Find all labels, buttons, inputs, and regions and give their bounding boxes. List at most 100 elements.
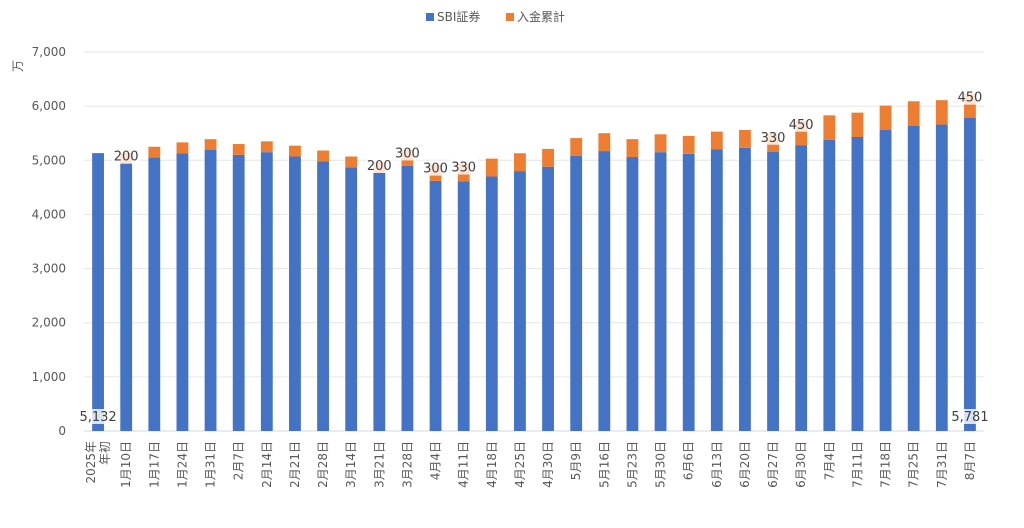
bar-sbi [542, 166, 554, 432]
bar-deposit [598, 133, 611, 152]
x-tick-label: 3月14日 [344, 441, 358, 488]
data-label-bg [365, 157, 394, 173]
legend-swatch [426, 13, 434, 21]
legend-swatch [506, 13, 514, 21]
x-tick-label: 年初 [98, 441, 112, 465]
x-tick-label: 5月30日 [654, 441, 668, 488]
bar-sbi [485, 176, 498, 431]
x-tick-label: 2月14日 [260, 441, 274, 488]
bar-sbi [626, 157, 639, 431]
bar-sbi [289, 156, 301, 431]
x-tick-label: 8月7日 [963, 441, 977, 480]
data-label-bg [421, 160, 450, 176]
x-tick-label: 3月28日 [400, 441, 414, 488]
bar-deposit [710, 131, 723, 150]
y-axis-label: 万 [11, 60, 25, 72]
y-tick-label: 5,000 [32, 153, 66, 167]
y-tick-label: 0 [58, 424, 66, 438]
bar-sbi [345, 167, 358, 431]
bar-deposit [514, 153, 526, 172]
bar-sbi [120, 163, 133, 431]
data-label: 5,132 [79, 410, 116, 425]
x-tick-label: 5月9日 [569, 441, 583, 480]
data-label: 200 [114, 150, 139, 165]
bar-sbi [682, 153, 695, 431]
bar-sbi [598, 151, 611, 431]
data-label: 330 [761, 131, 786, 146]
bar-deposit [739, 129, 751, 148]
bar-deposit [626, 139, 639, 158]
data-label: 330 [451, 161, 476, 176]
data-label-bg [787, 116, 816, 132]
bar-sbi [710, 149, 723, 431]
y-tick-label: 6,000 [32, 99, 66, 113]
bar-deposit [289, 145, 301, 157]
bar-deposit [879, 105, 892, 130]
data-label: 300 [423, 162, 448, 177]
x-tick-label: 2月21日 [288, 441, 302, 488]
data-label-bg [112, 148, 141, 164]
bar-deposit [935, 100, 948, 125]
bar-deposit [485, 158, 498, 177]
y-tick-label: 7,000 [32, 45, 66, 59]
data-label-bg [759, 129, 788, 145]
bar-sbi [654, 152, 667, 431]
bar-deposit [795, 120, 808, 146]
bar-sbi [823, 139, 836, 431]
bar-sbi [401, 165, 414, 431]
x-tick-label: 1月24日 [175, 441, 189, 488]
bar-sbi [964, 118, 976, 431]
x-tick-label: 7月4日 [822, 441, 836, 480]
x-tick-label: 4月18日 [485, 441, 499, 488]
bar-deposit [570, 138, 583, 156]
x-tick-label: 2025年 [84, 441, 98, 484]
bar-sbi [795, 145, 808, 431]
x-tick-label: 1月17日 [147, 441, 161, 488]
y-tick-label: 2,000 [32, 316, 66, 330]
x-tick-label: 4月11日 [457, 441, 471, 488]
bar-sbi [429, 180, 442, 431]
legend-entry: SBI証券 [437, 9, 480, 24]
bar-sbi [176, 153, 189, 432]
x-tick-label: 6月6日 [682, 441, 696, 480]
x-tick-label: 6月30日 [794, 441, 808, 488]
bar-deposit [317, 150, 329, 162]
data-label-bg [393, 145, 422, 161]
bar-sbi [457, 181, 470, 431]
bar-sbi [317, 161, 329, 431]
bar-sbi [935, 124, 948, 432]
bar-sbi [767, 151, 779, 431]
x-tick-label: 6月27日 [766, 441, 780, 488]
x-tick-label: 7月25日 [907, 441, 921, 488]
bar-deposit [345, 156, 358, 168]
bar-sbi [907, 125, 920, 432]
bar-sbi [148, 157, 161, 432]
bar-deposit [964, 93, 976, 119]
bar-deposit [204, 139, 217, 150]
x-tick-label: 5月23日 [625, 441, 639, 488]
bar-deposit [148, 146, 161, 158]
bar-sbi [739, 147, 751, 431]
bar-deposit [682, 135, 695, 154]
x-tick-label: 2月7日 [232, 441, 246, 480]
bar-deposit [654, 134, 667, 153]
data-label: 5,781 [951, 410, 988, 425]
bar-sbi [851, 137, 864, 432]
x-tick-label: 6月13日 [710, 441, 724, 488]
bar-sbi [232, 154, 245, 431]
bar-sbi [514, 171, 526, 431]
x-tick-label: 7月11日 [850, 441, 864, 488]
bar-sbi [373, 172, 386, 431]
x-tick-label: 4月4日 [429, 441, 443, 480]
bar-sbi [879, 129, 892, 432]
bar-sbi [92, 153, 104, 431]
x-tick-label: 4月25日 [513, 441, 527, 488]
bar-deposit [823, 115, 836, 140]
x-tick-label: 7月18日 [879, 441, 893, 488]
data-label: 200 [367, 159, 392, 174]
data-label: 450 [958, 91, 983, 106]
bar-deposit [260, 141, 273, 153]
data-label: 450 [789, 118, 814, 133]
